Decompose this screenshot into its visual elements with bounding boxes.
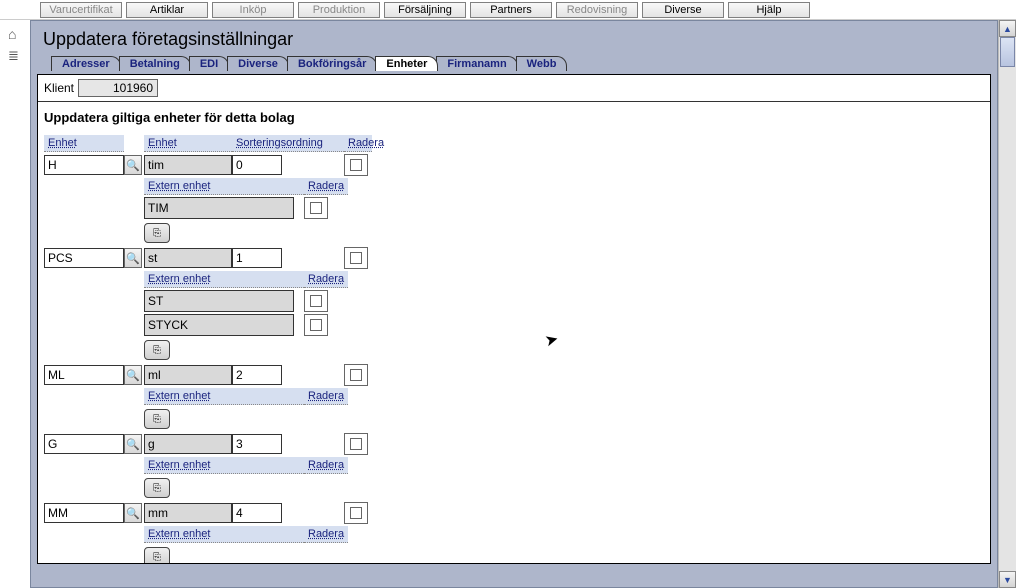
sort-input[interactable] — [232, 503, 282, 523]
tab-diverse[interactable]: Diverse — [227, 56, 289, 71]
extern-enhet-input[interactable] — [144, 197, 294, 219]
table-row: 🔍 — [44, 433, 984, 455]
tab-adresser[interactable]: Adresser — [51, 56, 121, 71]
delete-checkbox[interactable] — [344, 154, 368, 176]
scroll-track[interactable] — [999, 37, 1016, 571]
tab-betalning[interactable]: Betalning — [119, 56, 191, 71]
table-row: 🔍 — [44, 502, 984, 524]
extern-delete-checkbox[interactable] — [304, 290, 328, 312]
menu-hjälp[interactable]: Hjälp — [728, 2, 810, 18]
delete-checkbox[interactable] — [344, 364, 368, 386]
add-extern-button[interactable]: ⎘ — [144, 340, 170, 360]
extern-block: Extern enhetRadera ⎘ — [144, 178, 984, 243]
col-extern-enhet[interactable]: Extern enhet — [144, 178, 304, 195]
lookup-icon[interactable]: 🔍 — [124, 434, 142, 454]
add-extern-button[interactable]: ⎘ — [144, 478, 170, 498]
scroll-up-icon[interactable]: ▲ — [999, 20, 1016, 37]
extern-block: Extern enhetRadera ⎘ — [144, 388, 984, 429]
menu-artiklar[interactable]: Artiklar — [126, 2, 208, 18]
add-extern-button[interactable]: ⎘ — [144, 547, 170, 564]
top-menu-bar: VarucertifikatArtiklarInköpProduktionFör… — [0, 0, 1016, 20]
klient-input[interactable] — [78, 79, 158, 97]
table-row: 🔍 — [44, 247, 984, 269]
menu-inköp: Inköp — [212, 2, 294, 18]
scroll-down-icon[interactable]: ▼ — [999, 571, 1016, 588]
extern-block: Extern enhetRadera ⎘ — [144, 271, 984, 360]
grid-header-row: Enhet Enhet Sorteringsordning Radera — [44, 135, 984, 152]
vertical-scrollbar[interactable]: ▲ ▼ — [998, 20, 1016, 588]
col-extern-enhet[interactable]: Extern enhet — [144, 526, 304, 543]
extern-delete-checkbox[interactable] — [304, 197, 328, 219]
col-extern-enhet[interactable]: Extern enhet — [144, 457, 304, 474]
enhet-name-input[interactable] — [144, 434, 232, 454]
col-extern-radera[interactable]: Radera — [304, 526, 348, 543]
enhet-name-input[interactable] — [144, 365, 232, 385]
menu-partners[interactable]: Partners — [470, 2, 552, 18]
col-sort[interactable]: Sorteringsordning — [232, 135, 344, 152]
delete-checkbox[interactable] — [344, 433, 368, 455]
table-row: 🔍 — [44, 364, 984, 386]
page-title: Uppdatera företagsinställningar — [31, 21, 997, 56]
lookup-icon[interactable]: 🔍 — [124, 248, 142, 268]
lookup-icon[interactable]: 🔍 — [124, 365, 142, 385]
lookup-icon[interactable]: 🔍 — [124, 155, 142, 175]
table-row: 🔍 — [44, 154, 984, 176]
add-extern-button[interactable]: ⎘ — [144, 409, 170, 429]
tab-firmanamn[interactable]: Firmanamn — [436, 56, 517, 71]
tab-edi[interactable]: EDI — [189, 56, 229, 71]
klient-row: Klient — [38, 75, 990, 102]
sort-input[interactable] — [232, 365, 282, 385]
delete-checkbox[interactable] — [344, 502, 368, 524]
enhet-name-input[interactable] — [144, 155, 232, 175]
col-enhet-code[interactable]: Enhet — [44, 135, 124, 152]
home-icon[interactable]: ⌂ — [8, 26, 16, 42]
extern-delete-checkbox[interactable] — [304, 314, 328, 336]
extern-block: Extern enhetRadera ⎘ — [144, 457, 984, 498]
menu-diverse[interactable]: Diverse — [642, 2, 724, 18]
col-extern-radera[interactable]: Radera — [304, 388, 348, 405]
sort-input[interactable] — [232, 434, 282, 454]
delete-checkbox[interactable] — [344, 247, 368, 269]
col-extern-radera[interactable]: Radera — [304, 178, 348, 195]
lookup-icon[interactable]: 🔍 — [124, 503, 142, 523]
col-extern-radera[interactable]: Radera — [304, 271, 348, 288]
col-radera[interactable]: Radera — [344, 135, 372, 152]
klient-label: Klient — [44, 81, 74, 95]
col-extern-enhet[interactable]: Extern enhet — [144, 388, 304, 405]
content-panel: Klient Uppdatera giltiga enheter för det… — [37, 74, 991, 564]
main-panel: Uppdatera företagsinställningar Adresser… — [30, 20, 998, 588]
list-icon[interactable]: ≣ — [8, 48, 20, 64]
menu-produktion: Produktion — [298, 2, 380, 18]
enhet-name-input[interactable] — [144, 503, 232, 523]
col-extern-enhet[interactable]: Extern enhet — [144, 271, 304, 288]
extern-enhet-input[interactable] — [144, 290, 294, 312]
add-extern-button[interactable]: ⎘ — [144, 223, 170, 243]
scroll-thumb[interactable] — [1000, 37, 1015, 67]
col-enhet-name[interactable]: Enhet — [144, 135, 232, 152]
enhet-code-input[interactable] — [44, 365, 124, 385]
section-title: Uppdatera giltiga enheter för detta bola… — [38, 102, 990, 135]
tab-strip: AdresserBetalningEDIDiverseBokföringsårE… — [51, 56, 997, 74]
enhet-name-input[interactable] — [144, 248, 232, 268]
menu-försäljning[interactable]: Försäljning — [384, 2, 466, 18]
enhet-code-input[interactable] — [44, 503, 124, 523]
menu-redovisning: Redovisning — [556, 2, 638, 18]
extern-block: Extern enhetRadera ⎘ — [144, 526, 984, 564]
sort-input[interactable] — [232, 248, 282, 268]
extern-enhet-input[interactable] — [144, 314, 294, 336]
col-extern-radera[interactable]: Radera — [304, 457, 348, 474]
tab-enheter[interactable]: Enheter — [375, 56, 438, 71]
enhet-code-input[interactable] — [44, 155, 124, 175]
sort-input[interactable] — [232, 155, 282, 175]
enhet-code-input[interactable] — [44, 248, 124, 268]
units-grid: Enhet Enhet Sorteringsordning Radera 🔍Ex… — [38, 135, 990, 564]
left-gutter: ⌂ ≣ — [0, 20, 30, 588]
enhet-code-input[interactable] — [44, 434, 124, 454]
menu-varucertifikat: Varucertifikat — [40, 2, 122, 18]
tab-bokföringsår[interactable]: Bokföringsår — [287, 56, 377, 71]
tab-webb[interactable]: Webb — [516, 56, 568, 71]
